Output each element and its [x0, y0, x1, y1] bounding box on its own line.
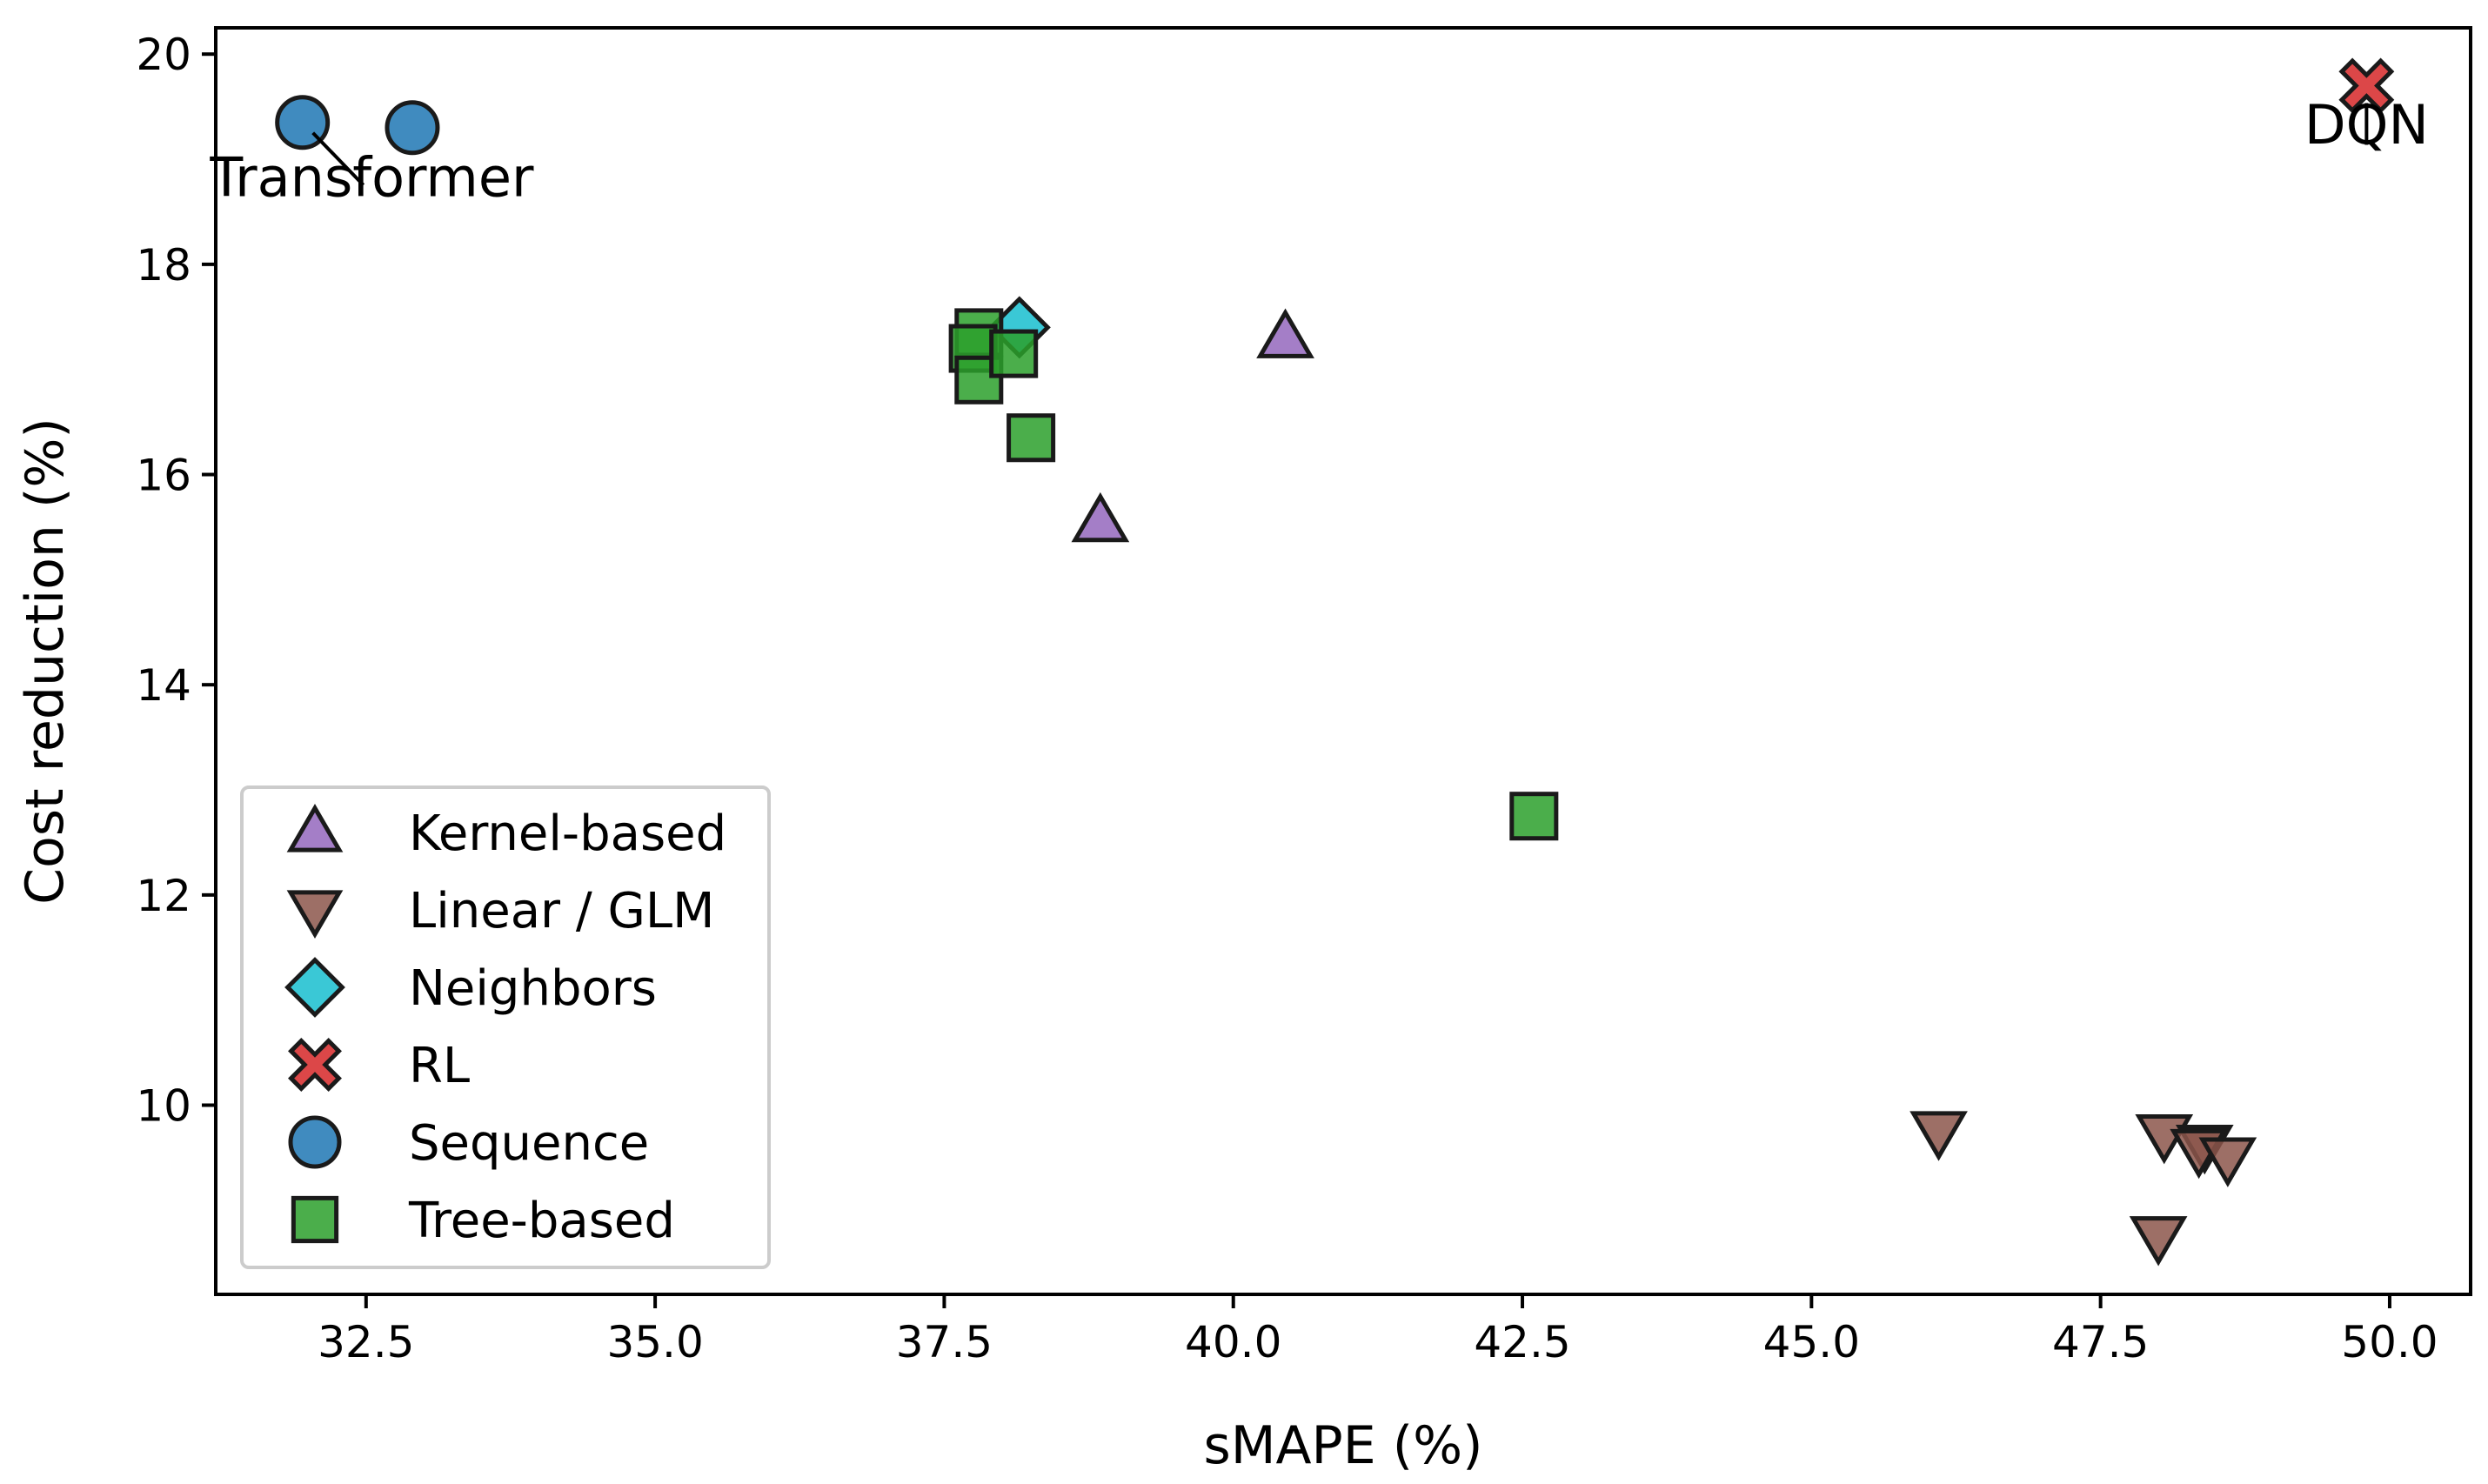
x-tick-label: 42.5: [1474, 1317, 1570, 1367]
x-tick-label: 37.5: [896, 1317, 993, 1367]
x-tick-label: 45.0: [1763, 1317, 1860, 1367]
linear-glm-point: [2198, 1137, 2257, 1187]
legend-box: [240, 785, 771, 1269]
legend-label-kernel-based: Kernel-based: [409, 806, 726, 862]
legend-marker-kernel-based: [286, 804, 344, 852]
x-tick-label: 40.0: [1185, 1317, 1281, 1367]
legend-marker-sequence: [288, 1115, 342, 1169]
series-linear-glm: [1909, 1111, 2257, 1267]
linear-glm-point: [1909, 1111, 1968, 1161]
y-tick-label: 14: [136, 660, 191, 711]
x-tick-label: 47.5: [2052, 1317, 2149, 1367]
legend-label-linear-glm: Linear / GLM: [409, 883, 714, 939]
y-tick-label: 16: [136, 451, 191, 501]
series-rl: [2338, 57, 2395, 114]
x-axis-label: sMAPE (%): [1203, 1415, 1482, 1476]
y-tick-label: 18: [136, 240, 191, 291]
series-kernel-based: [1071, 308, 1314, 543]
legend-label-rl: RL: [409, 1038, 470, 1094]
legend-marker-linear-glm: [286, 890, 344, 939]
kernel-based-point: [1256, 308, 1314, 358]
plot-frame: [214, 26, 2472, 1296]
y-tick-label: 10: [136, 1081, 191, 1132]
series-tree-based: [948, 308, 1559, 841]
linear-glm-point: [2129, 1216, 2188, 1267]
annotations-layer: Transformer DQN: [209, 93, 2428, 209]
legend-marker-tree-based: [291, 1195, 339, 1244]
x-tick-label: 50.0: [2341, 1317, 2438, 1367]
y-axis: 10 12 14 16 18 20: [136, 30, 216, 1132]
rl-point: [2338, 57, 2395, 114]
sequence-point: [385, 100, 440, 156]
tree-based-point: [1007, 413, 1056, 463]
y-tick-label: 12: [136, 871, 191, 921]
tree-based-point: [1509, 792, 1559, 841]
legend-marker-rl: [288, 1038, 342, 1092]
y-tick-label: 20: [136, 30, 191, 80]
annotation-dqn: DQN: [2304, 93, 2429, 157]
x-tick-label: 32.5: [318, 1317, 414, 1367]
y-axis-label: Cost reduction (%): [15, 418, 76, 905]
annotation-transformer: Transformer: [209, 145, 534, 209]
x-axis: 32.5 35.0 37.5 40.0 42.5 45.0 47.5 50.0: [318, 1294, 2438, 1367]
x-tick-label: 35.0: [606, 1317, 703, 1367]
legend-label-neighbors: Neighbors: [409, 960, 657, 1017]
annotation-arrow: [311, 131, 365, 187]
legend-label-sequence: Sequence: [409, 1115, 649, 1172]
tree-based-point: [989, 329, 1039, 378]
legend: Kernel-based Linear / GLM Neighbors RL Seque…: [240, 785, 771, 1269]
legend-marker-neighbors: [284, 957, 345, 1018]
legend-label-tree-based: Tree-based: [408, 1193, 675, 1249]
kernel-based-point: [1071, 491, 1130, 543]
